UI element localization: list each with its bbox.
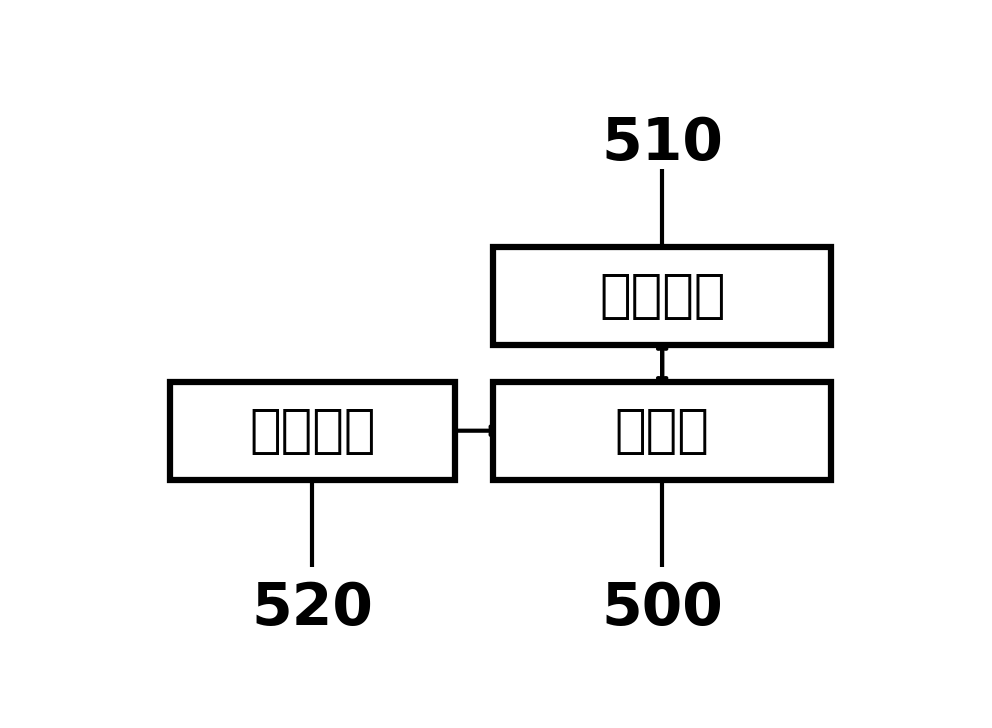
Text: 510: 510 xyxy=(601,115,723,172)
Bar xyxy=(493,247,831,345)
Text: 电源模块: 电源模块 xyxy=(249,405,376,456)
Text: 控制器: 控制器 xyxy=(615,405,709,456)
Text: 存储模块: 存储模块 xyxy=(599,270,725,323)
Bar xyxy=(493,381,831,480)
Text: 520: 520 xyxy=(251,580,373,637)
Bar xyxy=(171,381,454,480)
Text: 500: 500 xyxy=(601,580,723,637)
